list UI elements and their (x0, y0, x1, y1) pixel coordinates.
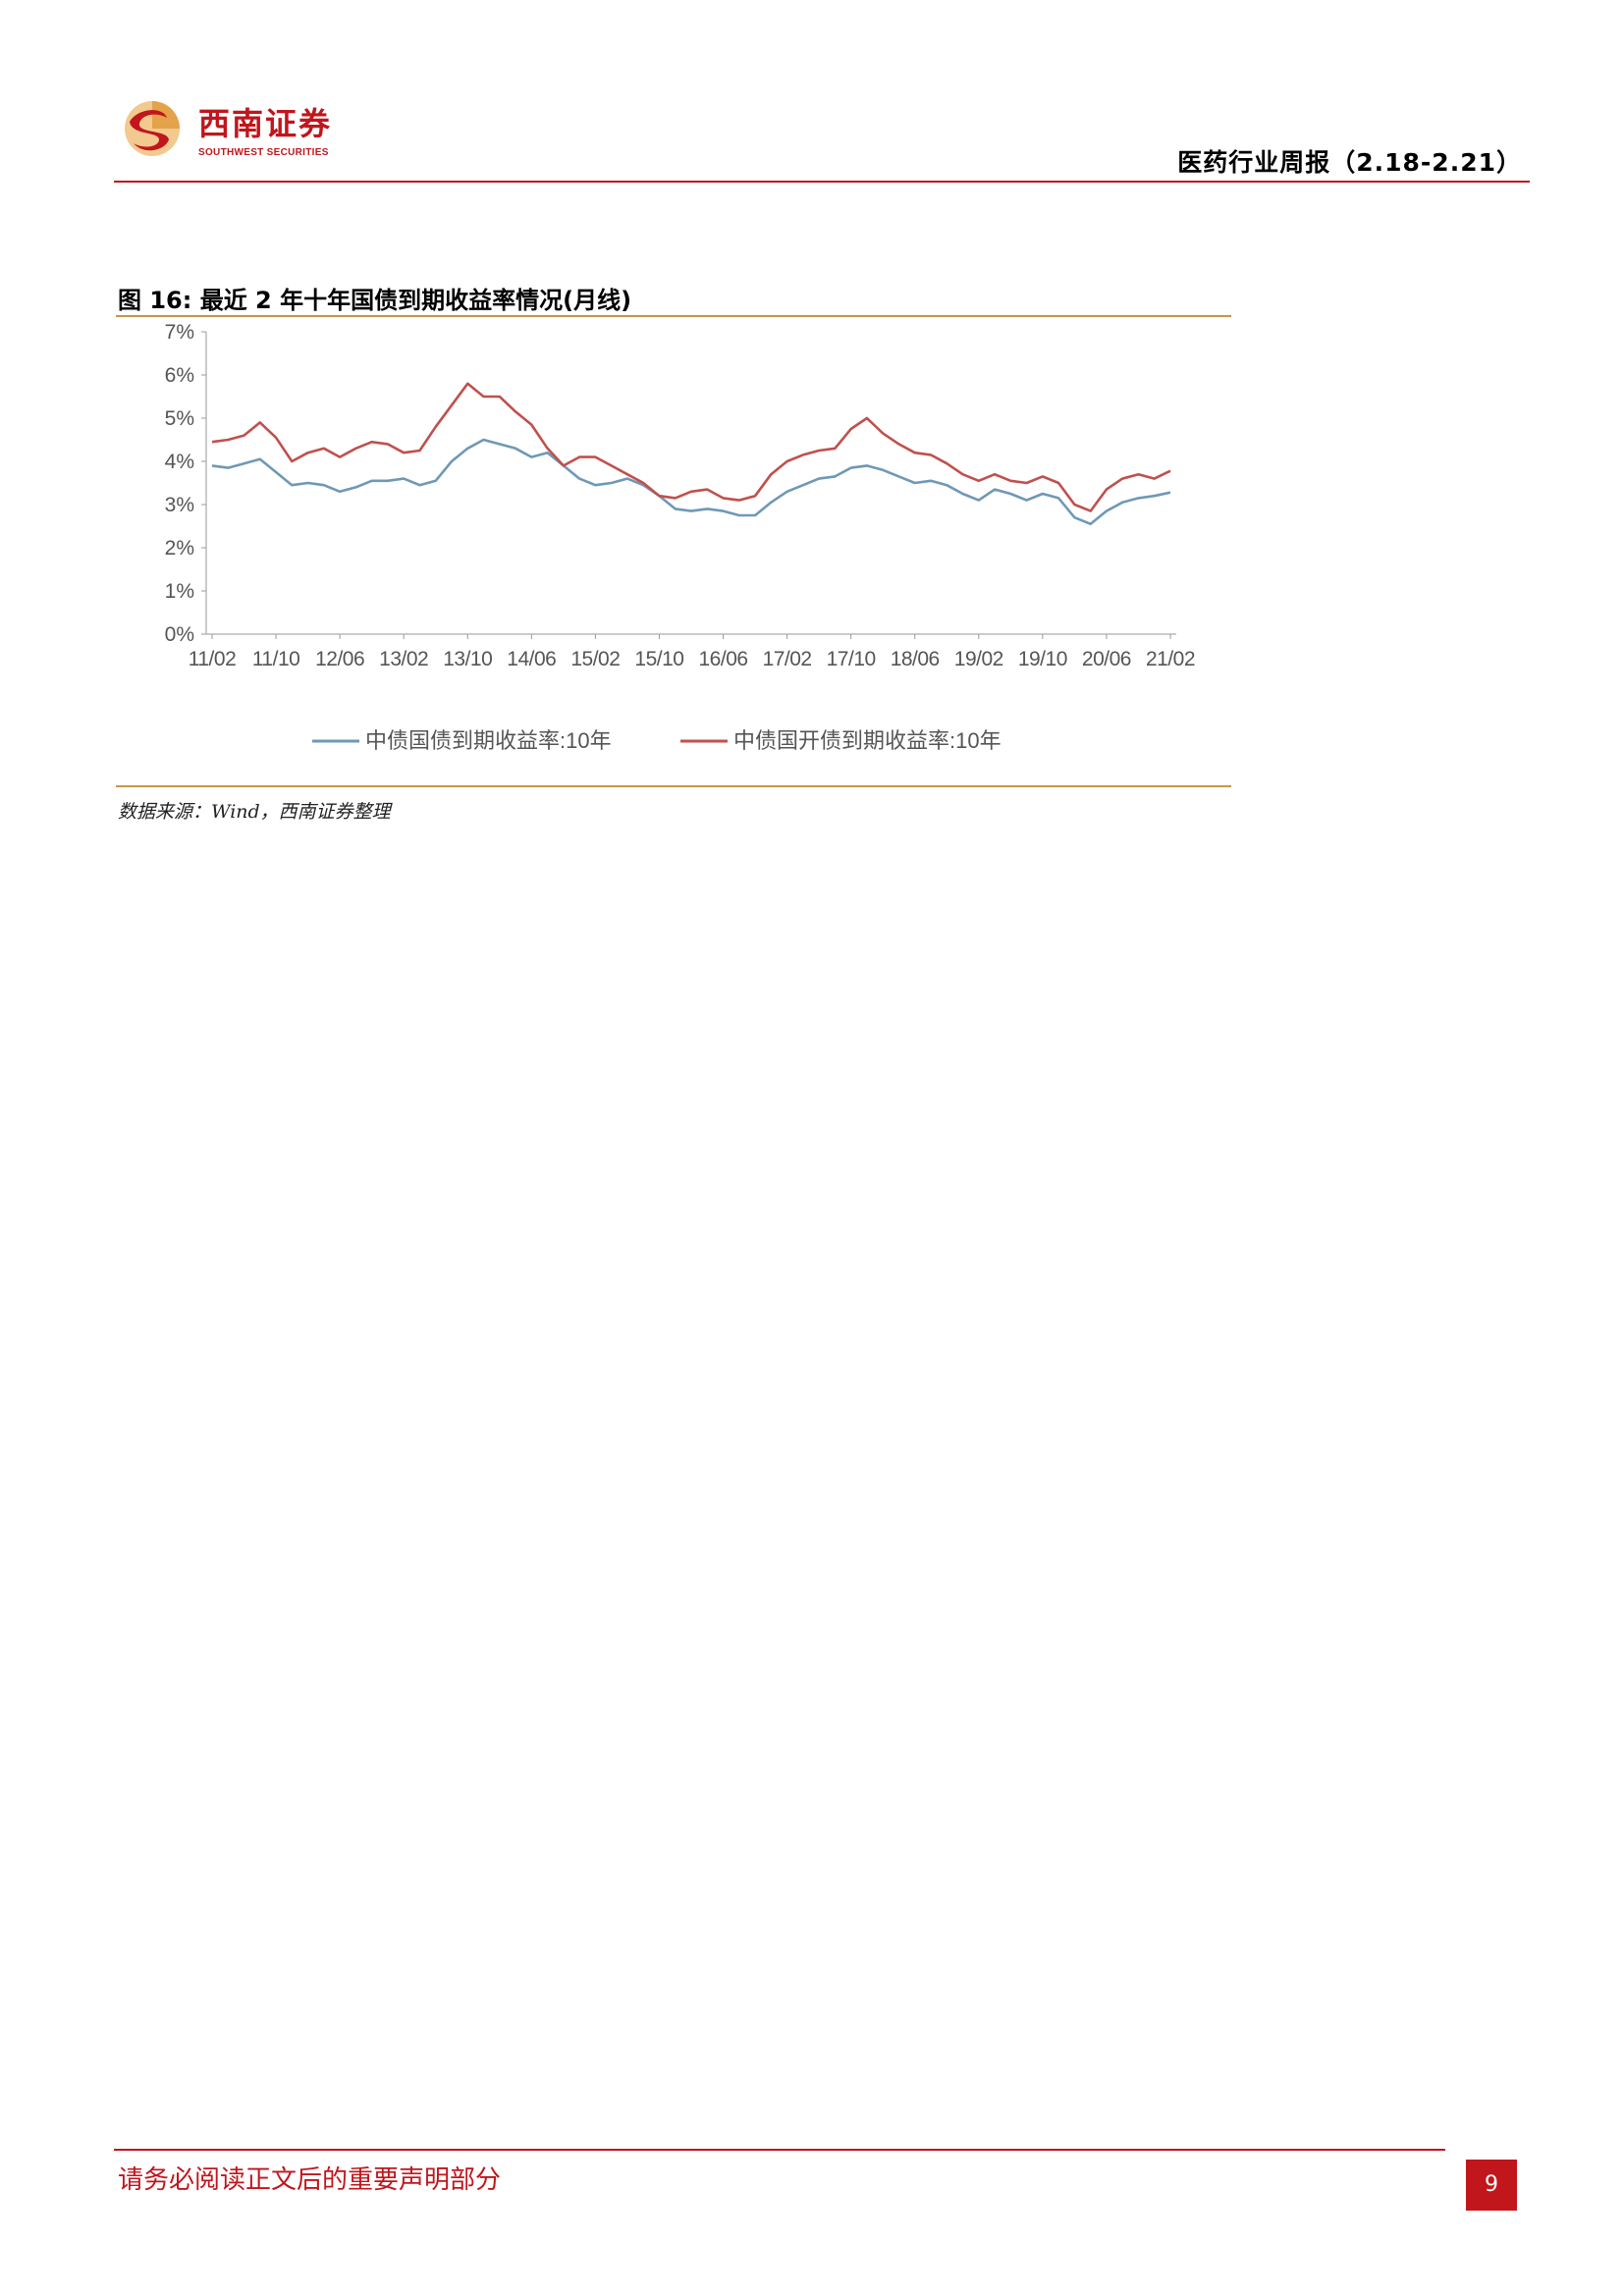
x-tick-label: 17/10 (827, 648, 876, 670)
x-tick-label: 17/02 (763, 648, 812, 670)
figure-bottom-rule (116, 785, 1231, 787)
y-tick-label: 2% (165, 537, 194, 560)
y-axis: 0% 1% 2% 3% 4% 5% 6% 7% (165, 321, 207, 646)
page-number: 9 (1466, 2160, 1517, 2211)
y-tick-label: 6% (165, 364, 194, 387)
company-logo: 西南证券 SOUTHWEST SECURITIES (124, 100, 369, 165)
x-tick-label: 20/06 (1082, 648, 1131, 670)
x-tick-label: 14/06 (507, 648, 556, 670)
header-divider (114, 181, 1530, 183)
x-tick-label: 12/06 (315, 648, 364, 670)
x-tick-label: 16/06 (699, 648, 748, 670)
x-tick-label: 19/10 (1018, 648, 1067, 670)
x-tick-label: 11/02 (189, 648, 237, 670)
x-tick-label: 13/10 (443, 648, 492, 670)
x-tick-label: 15/10 (634, 648, 683, 670)
y-tick-label: 0% (165, 623, 194, 646)
series-line-2 (211, 382, 1171, 512)
logo-emblem-icon (125, 101, 180, 156)
x-tick-label: 18/06 (891, 648, 940, 670)
legend-label-1: 中债国债到期收益率:10年 (365, 728, 612, 753)
y-tick-label: 3% (165, 494, 194, 516)
y-tick-label: 5% (165, 407, 194, 430)
yield-line-chart: 0% 1% 2% 3% 4% 5% 6% 7% 11/02 11/10 12/06 13/02 13/… (165, 321, 1196, 753)
footer-divider (114, 2149, 1445, 2151)
series-line-1 (211, 438, 1171, 526)
figure-caption: 图 16: 最近 2 年十年国债到期收益率情况(月线) (118, 287, 632, 314)
x-tick-label: 15/02 (570, 648, 620, 670)
footer-disclaimer: 请务必阅读正文后的重要声明部分 (118, 2165, 502, 2195)
x-tick-label: 21/02 (1146, 648, 1195, 670)
y-tick-label: 4% (165, 451, 194, 473)
y-tick-label: 7% (165, 321, 194, 344)
logo-english-name: SOUTHWEST SECURITIES (198, 147, 329, 158)
x-tick-label: 13/02 (379, 648, 428, 670)
chart-legend: 中债国债到期收益率:10年 中债国开债到期收益率:10年 (312, 728, 1001, 753)
figure-top-rule (116, 315, 1231, 317)
logo-chinese-name: 西南证券 (198, 105, 333, 142)
legend-label-2: 中债国开债到期收益率:10年 (733, 728, 1001, 753)
x-axis: 11/02 11/10 12/06 13/02 13/10 14/06 15/02 15/10… (189, 633, 1196, 670)
x-tick-label: 19/02 (954, 648, 1003, 670)
y-tick-label: 1% (165, 580, 194, 603)
series-layer (211, 382, 1171, 526)
data-source-note: 数据来源：Wind，西南证券整理 (118, 801, 391, 823)
x-tick-label: 11/10 (252, 648, 300, 670)
report-title: 医药行业周报（2.18-2.21） (1177, 148, 1522, 177)
